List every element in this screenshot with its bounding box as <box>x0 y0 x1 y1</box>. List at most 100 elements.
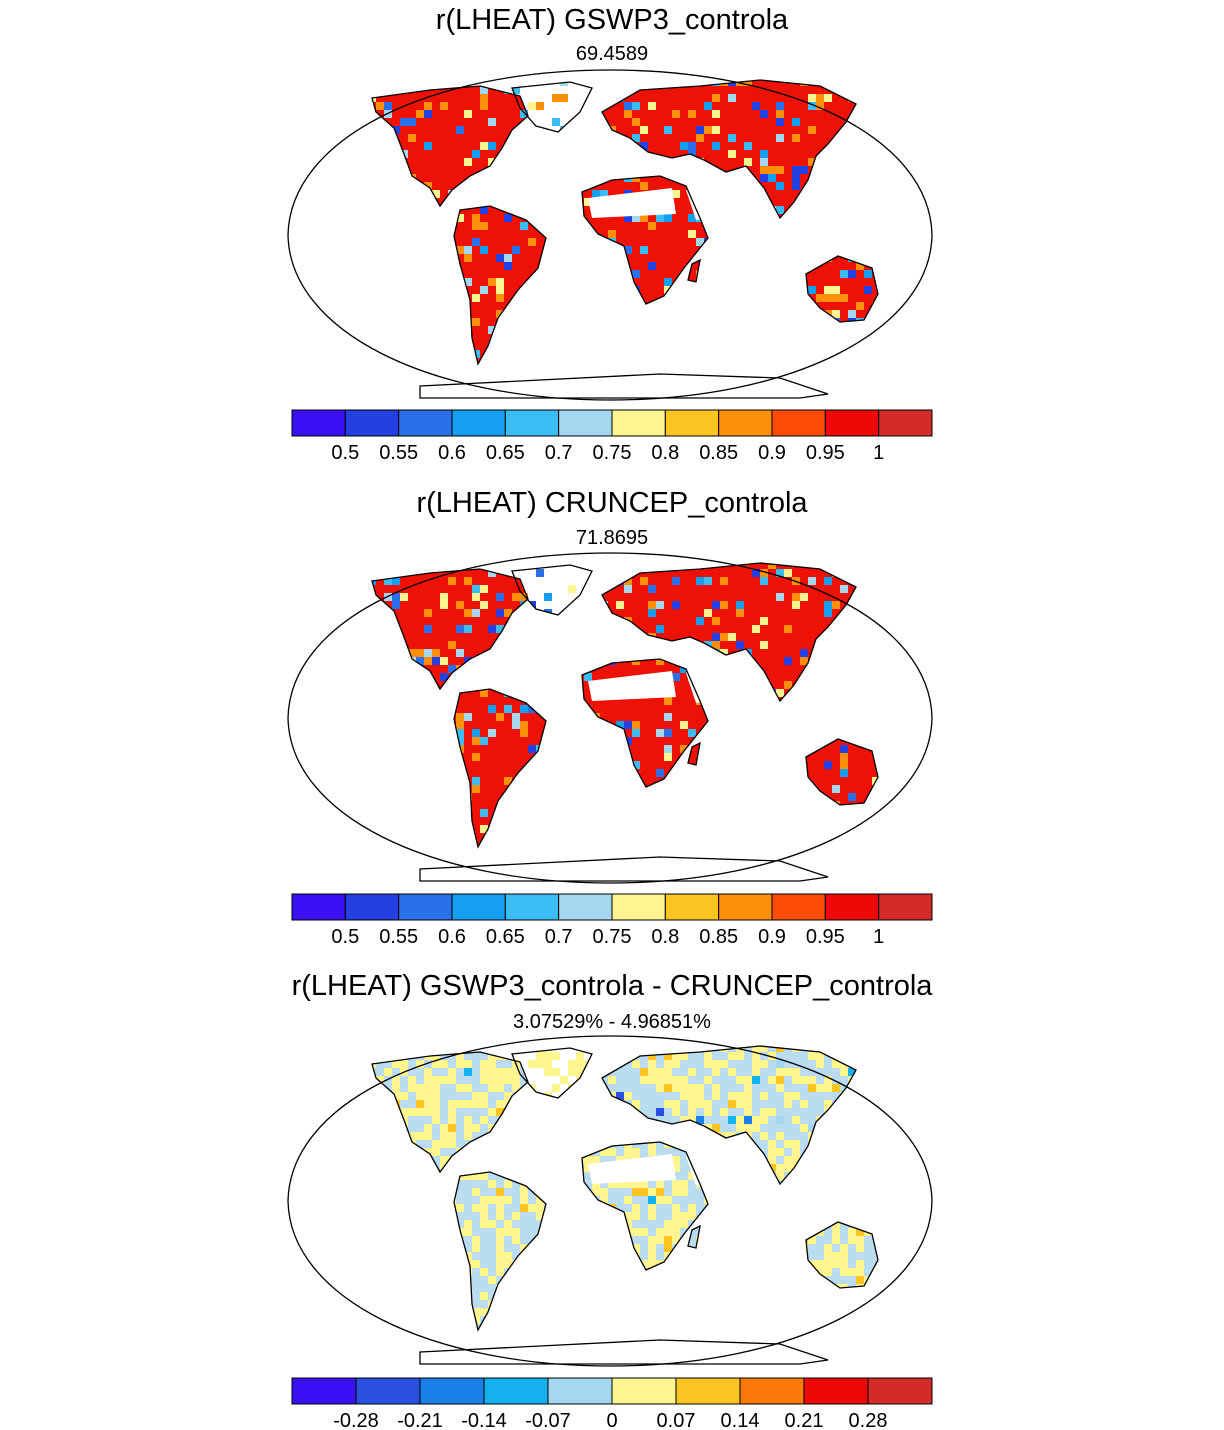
grid-cell <box>504 1068 512 1076</box>
grid-cell <box>896 1060 904 1068</box>
grid-cell <box>392 1052 400 1060</box>
grid-cell <box>688 230 696 238</box>
grid-cell <box>384 1324 392 1332</box>
coastline-greenland <box>511 564 593 616</box>
colorbar-tick-label: 0.9 <box>758 442 786 464</box>
grid-cell <box>568 1068 576 1076</box>
grid-cell <box>856 1228 864 1236</box>
grid-cell <box>896 366 904 374</box>
grid-cell <box>336 1332 344 1340</box>
grid-cell <box>696 134 704 142</box>
grid-cell <box>424 625 432 633</box>
grid-cell <box>776 110 784 118</box>
grid-cell <box>416 1060 424 1068</box>
grid-cell <box>848 569 856 577</box>
grid-cell <box>872 1316 878 1324</box>
coastline-northAmerica <box>371 85 529 208</box>
grid-cell <box>456 601 464 609</box>
grid-cell <box>896 849 904 857</box>
grid-cell <box>640 1260 648 1268</box>
colorbar-tick-label: -0.14 <box>461 1410 507 1430</box>
grid-cell <box>480 601 488 609</box>
coastline-eurasia <box>601 1045 857 1186</box>
grid-cell <box>424 1076 432 1084</box>
grid-cell <box>408 1132 416 1140</box>
grid-cell <box>432 649 440 657</box>
grid-cell <box>784 569 792 577</box>
grid-cell <box>528 238 536 246</box>
grid-cell <box>848 1236 856 1244</box>
grid-cell <box>480 585 488 593</box>
grid-cell <box>624 1092 632 1100</box>
grid-cell <box>792 601 800 609</box>
grid-cell <box>648 1260 656 1268</box>
grid-cell <box>512 1068 520 1076</box>
grid-cell <box>632 102 640 110</box>
grid-cell <box>472 585 480 593</box>
grid-cell <box>800 657 808 665</box>
grid-cell <box>488 1220 496 1228</box>
grid-cell <box>472 753 480 761</box>
colorbar-box <box>718 409 773 437</box>
grid-cell <box>496 625 504 633</box>
grid-cell <box>688 1204 696 1212</box>
coastline-australia <box>805 255 879 323</box>
grid-cell <box>704 609 712 617</box>
grid-cell <box>440 1046 448 1052</box>
grid-cell <box>776 1060 784 1068</box>
grid-cell <box>328 833 336 841</box>
grid-cell <box>856 1236 864 1244</box>
grid-cell <box>456 713 464 721</box>
grid-cell <box>392 577 400 585</box>
grid-cell <box>776 1084 784 1092</box>
grid-cell <box>512 1228 520 1236</box>
colorbar-box <box>504 409 560 437</box>
grid-cell <box>808 1052 816 1060</box>
grid-cell <box>616 1156 624 1164</box>
grid-cell <box>864 1316 872 1324</box>
grid-cell <box>352 1068 360 1076</box>
grid-cell <box>864 118 872 126</box>
grid-cell <box>336 601 344 609</box>
coastline-northAmerica <box>371 1051 529 1174</box>
colorbar-box <box>675 1377 741 1405</box>
grid-cell <box>472 1260 480 1268</box>
grid-cell <box>712 1124 720 1132</box>
grid-cell <box>824 609 832 617</box>
coastline-madagascar <box>687 258 701 283</box>
grid-cell <box>808 286 816 294</box>
colorbar-tick-label: 0.5 <box>331 442 359 464</box>
colorbar-box <box>344 409 400 437</box>
grid-cell <box>832 310 840 318</box>
grid-cell <box>656 769 664 777</box>
grid-cell <box>776 1148 784 1156</box>
grid-cell <box>488 1068 496 1076</box>
grid-cell <box>776 1046 784 1052</box>
grid-cell <box>816 1060 824 1068</box>
coastline-antarctica <box>419 856 829 882</box>
grid-cell <box>432 1140 440 1148</box>
grid-cell <box>768 166 776 174</box>
grid-cell <box>488 1084 496 1092</box>
grid-cell <box>688 214 696 222</box>
grid-cell <box>728 150 736 158</box>
panel3-map <box>287 1035 933 1367</box>
grid-cell <box>896 342 904 350</box>
grid-cell <box>680 1212 688 1220</box>
grid-cell <box>880 1076 888 1084</box>
colorbar-box <box>878 893 933 921</box>
grid-cell <box>360 1324 368 1332</box>
grid-cell <box>672 1100 680 1108</box>
grid-cell <box>464 577 472 585</box>
grid-cell <box>888 1324 896 1332</box>
grid-cell <box>360 1052 368 1060</box>
colorbar-tick-label: 0.95 <box>806 926 845 948</box>
grid-cell <box>496 1244 504 1252</box>
grid-cell <box>472 238 480 246</box>
grid-cell <box>464 1220 472 1228</box>
grid-cell <box>608 1148 616 1156</box>
grid-cell <box>744 1124 752 1132</box>
grid-cell <box>392 601 400 609</box>
grid-cell <box>376 358 384 366</box>
grid-cell <box>512 1076 520 1084</box>
